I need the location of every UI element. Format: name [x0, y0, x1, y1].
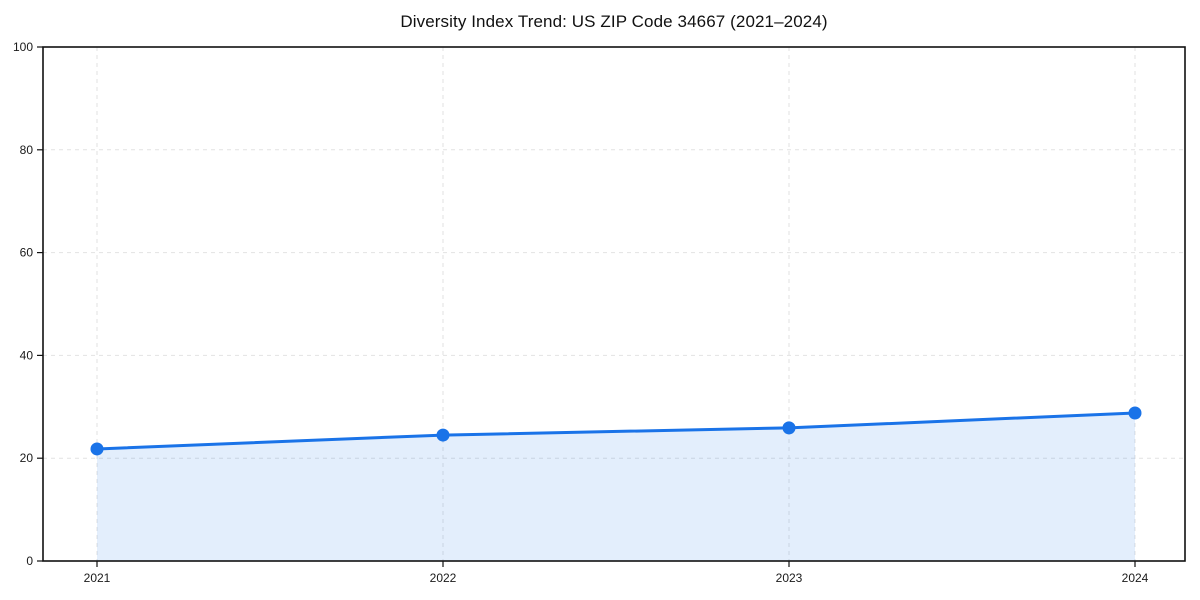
- data-point: [782, 421, 796, 435]
- y-tick-label: 60: [20, 246, 34, 260]
- area-fill: [97, 412, 1135, 561]
- y-tick-label: 20: [20, 451, 34, 465]
- y-tick-label: 0: [26, 554, 33, 568]
- y-tick-label: 40: [20, 348, 34, 362]
- trend-line: [95, 411, 1137, 451]
- data-point: [1128, 406, 1142, 420]
- x-tick-label: 2022: [430, 571, 457, 585]
- data-point: [90, 442, 104, 456]
- data-point: [436, 428, 450, 442]
- x-tick-label: 2024: [1122, 571, 1149, 585]
- chart-title: Diversity Index Trend: US ZIP Code 34667…: [400, 12, 828, 31]
- x-tick-label: 2021: [84, 571, 111, 585]
- y-tick-label: 100: [13, 40, 33, 54]
- plot-border: [42, 46, 1186, 562]
- x-tick-label: 2023: [776, 571, 803, 585]
- y-tick-label: 80: [20, 143, 34, 157]
